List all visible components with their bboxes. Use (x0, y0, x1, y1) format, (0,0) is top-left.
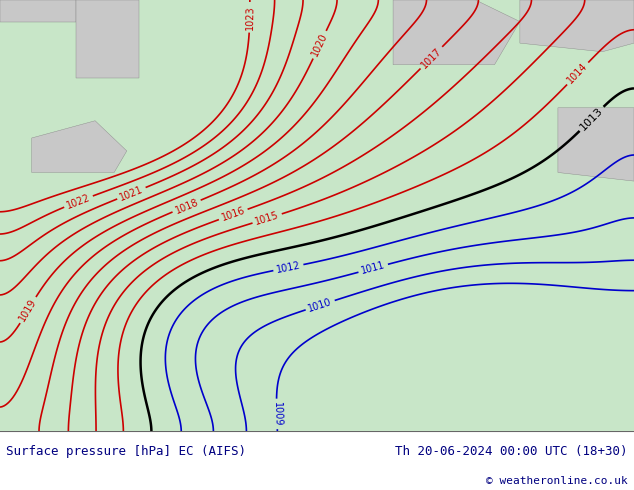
Text: 1020: 1020 (310, 31, 330, 58)
Text: 1017: 1017 (419, 46, 444, 70)
Polygon shape (520, 0, 634, 52)
Polygon shape (32, 121, 127, 172)
Text: 1011: 1011 (360, 260, 386, 276)
Text: 1023: 1023 (245, 5, 255, 30)
Text: 1009: 1009 (271, 401, 282, 426)
Text: Surface pressure [hPa] EC (AIFS): Surface pressure [hPa] EC (AIFS) (6, 445, 247, 458)
Polygon shape (0, 0, 76, 22)
Polygon shape (558, 108, 634, 181)
Text: 1010: 1010 (307, 296, 333, 314)
Text: 1016: 1016 (220, 206, 247, 223)
Text: 1012: 1012 (275, 260, 301, 275)
Text: 1022: 1022 (65, 192, 92, 211)
Text: 1021: 1021 (118, 184, 145, 202)
Text: 1019: 1019 (17, 297, 39, 323)
Polygon shape (76, 0, 139, 77)
Text: 1013: 1013 (578, 105, 605, 132)
Text: 1018: 1018 (173, 196, 200, 216)
Text: 1014: 1014 (566, 61, 590, 86)
Polygon shape (393, 0, 520, 65)
Text: © weatheronline.co.uk: © weatheronline.co.uk (486, 476, 628, 486)
Text: Th 20-06-2024 00:00 UTC (18+30): Th 20-06-2024 00:00 UTC (18+30) (395, 445, 628, 458)
Text: 1015: 1015 (254, 210, 280, 227)
